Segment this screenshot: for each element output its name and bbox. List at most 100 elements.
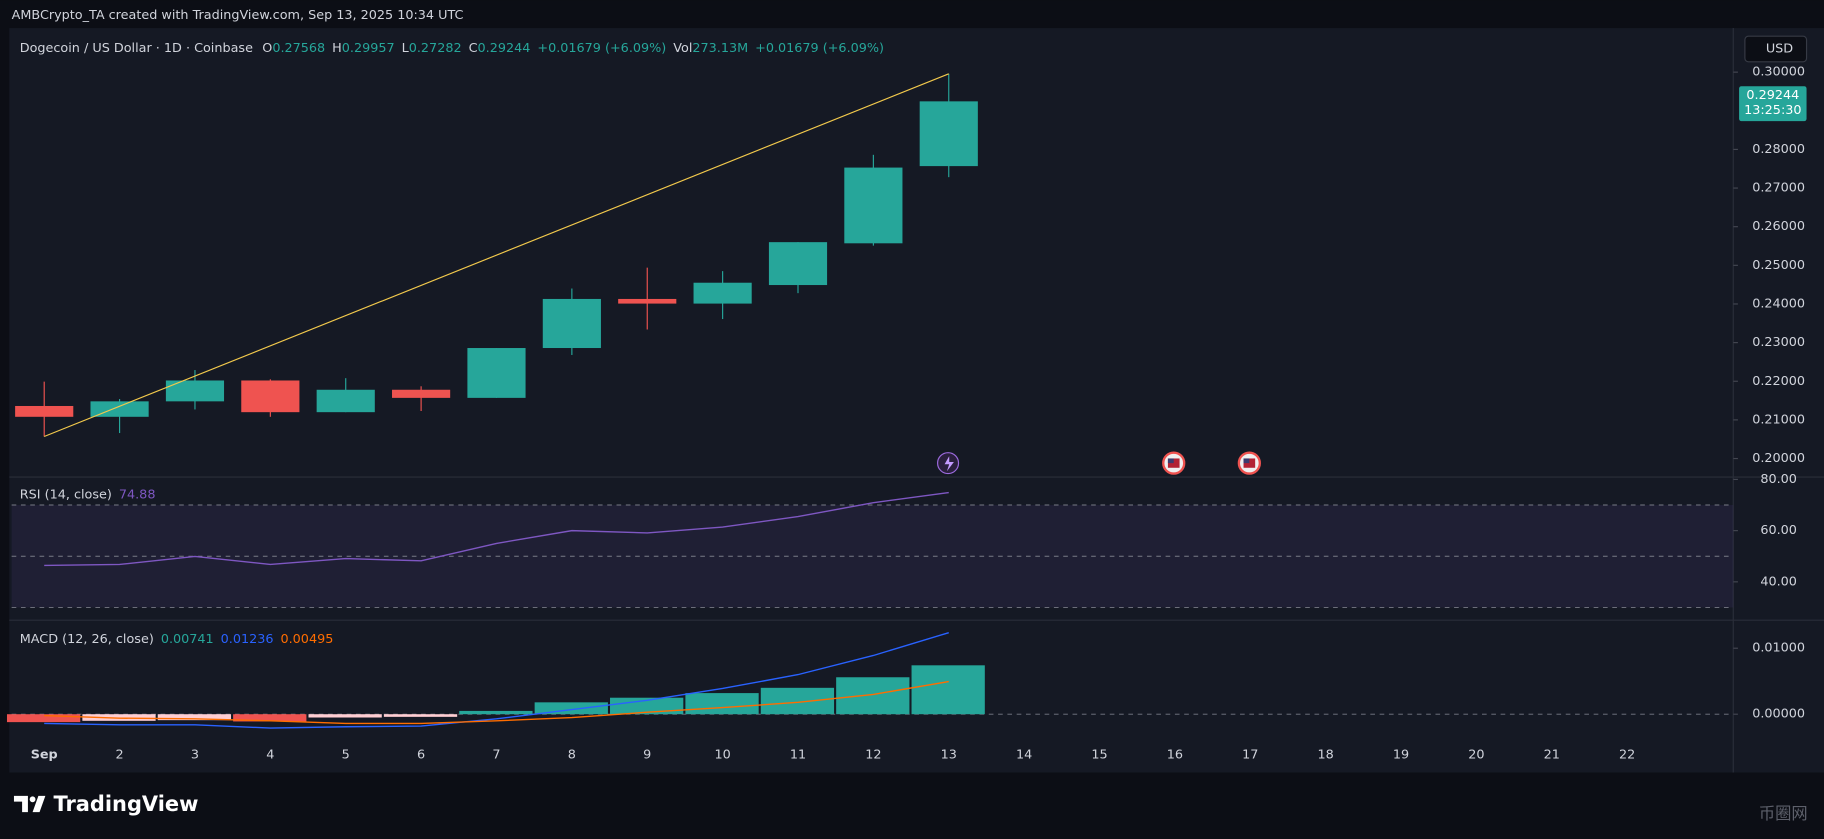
legend-key: C <box>469 40 478 55</box>
x-tick-label: 7 <box>492 748 500 763</box>
credit: AMBCrypto_TA created with TradingView.co… <box>12 8 464 23</box>
macd-histogram-bar <box>459 710 533 715</box>
legend: RSI (14, close) 74.88 <box>20 487 156 502</box>
x-tick-label: 3 <box>191 748 199 763</box>
legend: Dogecoin / US Dollar · 1D · Coinbase O0.2… <box>20 40 884 55</box>
candle-body <box>467 348 526 398</box>
candle-body <box>919 101 978 167</box>
legend-key: Vol <box>673 40 692 55</box>
legend-key: L <box>402 40 410 55</box>
macd-histogram-bar <box>383 714 458 717</box>
event-icon-bolt <box>944 456 954 472</box>
x-tick-label: 6 <box>417 748 425 763</box>
macd-histogram-bar <box>610 697 684 715</box>
macd-histogram-bar <box>534 702 608 715</box>
y-tick-label: 0.28000 <box>1752 142 1805 157</box>
candle-body <box>90 401 149 417</box>
legend-title: RSI (14, close) <box>20 487 112 502</box>
x-tick-label: 22 <box>1619 748 1635 763</box>
price-tag-value: 0.29244 <box>1746 88 1799 103</box>
x-tick-label: 9 <box>643 748 651 763</box>
trendline <box>43 73 949 438</box>
x-tick-label: 15 <box>1091 748 1107 763</box>
legend-key: O <box>262 40 272 55</box>
y-tick-label: 0.23000 <box>1752 335 1805 350</box>
y-tick-label: 40.00 <box>1760 574 1797 589</box>
y-tick-label: 0.24000 <box>1752 296 1805 311</box>
currency[interactable]: USD <box>1766 42 1793 57</box>
logo-mark <box>13 795 46 813</box>
candle-body <box>844 167 903 244</box>
x-tick-label: 4 <box>266 748 274 763</box>
x-tick-label: Sep <box>31 748 58 763</box>
macd-line <box>44 680 949 725</box>
legend-key: H <box>332 40 342 55</box>
rsi-line <box>44 491 949 567</box>
x-tick-label: 16 <box>1167 748 1183 763</box>
y-tick-label: 0.25000 <box>1752 258 1805 273</box>
y-tick-label: 0.00000 <box>1752 707 1805 722</box>
macd-histogram-bar <box>6 714 81 723</box>
legend-value: 0.29957 <box>342 40 395 55</box>
legend-value: 0.27282 <box>409 40 462 55</box>
legend-change: +0.01679 (+6.09%) <box>537 40 666 55</box>
y-tick-label: 0.20000 <box>1752 451 1805 466</box>
flag-canton <box>1243 458 1250 464</box>
legend-value: 273.13M <box>692 40 748 55</box>
candle-body <box>768 242 828 286</box>
y-tick-label: 0.22000 <box>1752 374 1805 389</box>
y-tick-label: 0.27000 <box>1752 181 1805 196</box>
legend-value: 74.88 <box>119 487 156 502</box>
x-tick-label: 14 <box>1016 748 1032 763</box>
x-tick-label: 17 <box>1242 748 1258 763</box>
countdown: 13:25:30 <box>1744 103 1801 118</box>
x-tick-label: 12 <box>865 748 881 763</box>
y-tick-label: 0.26000 <box>1752 219 1805 234</box>
macd-histogram-bar <box>760 687 835 715</box>
legend-value: 0.00741 <box>161 631 214 646</box>
macd-histogram-bar <box>233 714 307 722</box>
flag-canton <box>1167 458 1174 464</box>
candle-body <box>693 282 752 304</box>
x-tick-label: 13 <box>941 748 957 763</box>
macd-line <box>44 631 949 729</box>
x-tick-label: 21 <box>1544 748 1560 763</box>
legend-value: 0.01236 <box>221 631 274 646</box>
x-tick-label: 8 <box>568 748 576 763</box>
macd-histogram-bar <box>308 714 382 718</box>
x-tick-label: 2 <box>116 748 124 763</box>
y-tick-label: 60.00 <box>1760 523 1797 538</box>
x-tick-label: 11 <box>790 748 806 763</box>
legend-change: +0.01679 (+6.09%) <box>755 40 884 55</box>
candle-body <box>618 298 677 304</box>
x-tick-label: 20 <box>1468 748 1484 763</box>
legend: MACD (12, 26, close) 0.00741 0.01236 0.0049… <box>20 631 334 646</box>
currency-button[interactable] <box>1744 35 1808 63</box>
legend-value: 0.27568 <box>272 40 325 55</box>
candle-body <box>542 298 601 349</box>
y-tick-label: 0.30000 <box>1752 65 1805 80</box>
macd-histogram-bar <box>685 693 759 715</box>
candle-body <box>316 389 375 413</box>
legend-value: 0.00495 <box>280 631 333 646</box>
brand-logo <box>13 795 46 813</box>
macd-histogram-bar <box>157 714 232 721</box>
x-tick-label: 18 <box>1318 748 1334 763</box>
macd-histogram-bar <box>911 665 985 715</box>
candle-body <box>15 405 74 417</box>
candle-body <box>392 389 451 398</box>
brand: TradingView <box>54 792 199 816</box>
y-tick-label: 80.00 <box>1760 472 1797 487</box>
watermark: 币圈网 <box>1759 804 1808 823</box>
candle-body <box>165 380 225 402</box>
y-tick-label: 0.01000 <box>1752 641 1805 656</box>
x-tick-label: 19 <box>1393 748 1409 763</box>
x-tick-label: 10 <box>714 748 730 763</box>
logo-dot <box>29 796 36 803</box>
chart-area <box>9 28 1824 773</box>
x-tick-label: 5 <box>342 748 350 763</box>
price-tag <box>1739 86 1807 122</box>
legend-title: Dogecoin / US Dollar · 1D · Coinbase <box>20 40 253 55</box>
